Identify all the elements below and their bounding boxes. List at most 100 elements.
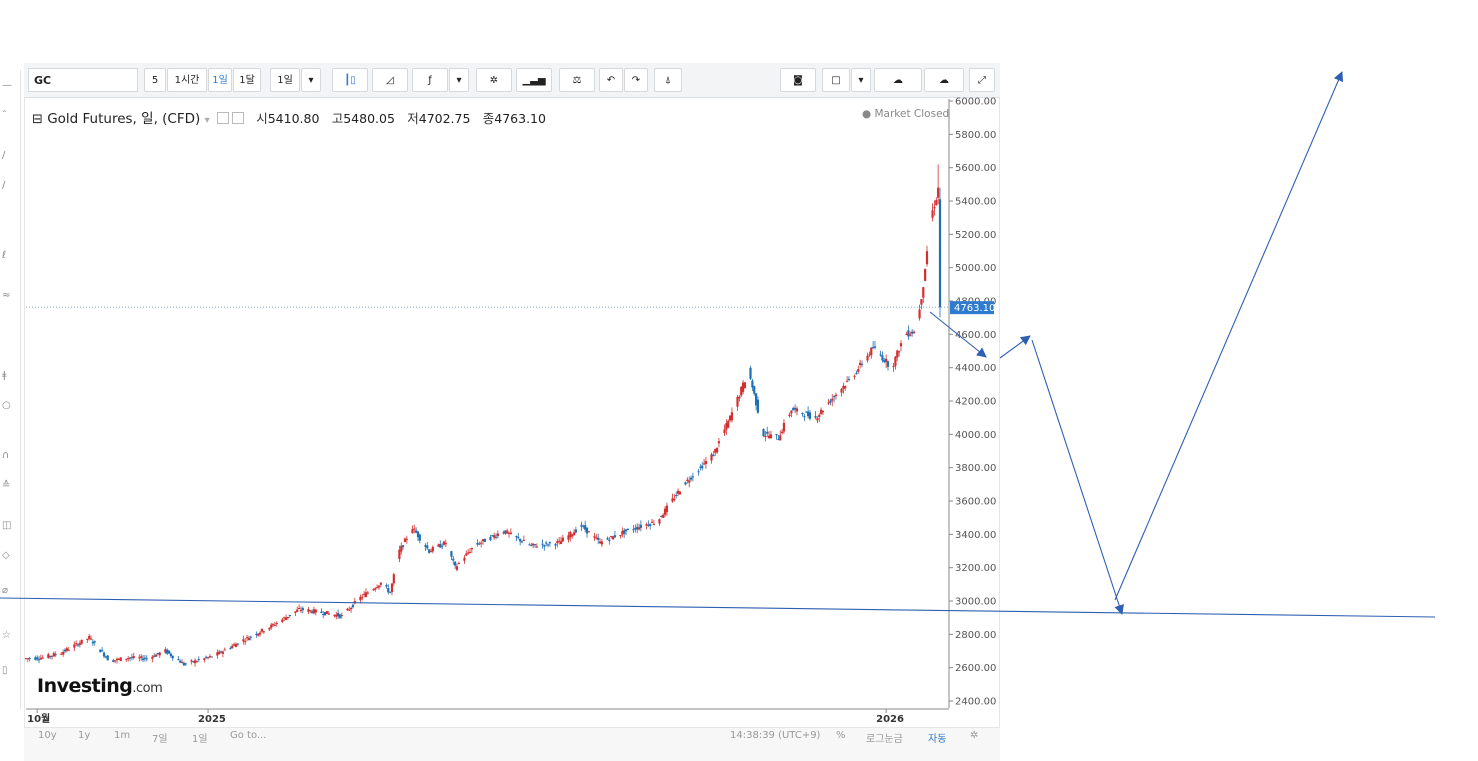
auto-scale-toggle[interactable]: 자동: [928, 734, 947, 745]
candle-body: [805, 411, 808, 413]
range-1y[interactable]: 1y: [78, 730, 91, 741]
range-10y[interactable]: 10y: [38, 730, 57, 741]
y-tick-label: 4400.00: [955, 363, 996, 374]
interval-1h[interactable]: 1시간: [167, 68, 207, 92]
fullscreen-icon[interactable]: ⤢: [969, 68, 995, 92]
candle-body: [364, 592, 368, 598]
redo-icon[interactable]: ↷: [624, 68, 648, 92]
undo-icon[interactable]: ↶: [599, 68, 623, 92]
candle-body: [753, 386, 756, 394]
compare-icon[interactable]: ⚖: [559, 68, 595, 92]
volume-icon[interactable]: ▁▃▅: [516, 68, 552, 92]
candle-body: [715, 447, 719, 453]
go-to-button[interactable]: Go to...: [230, 730, 267, 741]
candle-body: [192, 661, 195, 663]
eye-icon[interactable]: ◇: [2, 550, 10, 561]
candle-body: [385, 585, 388, 587]
range-7d[interactable]: 7일: [152, 734, 168, 745]
candle-body: [569, 531, 572, 538]
cloud-download-icon[interactable]: ☁: [874, 68, 922, 92]
candle-body: [762, 429, 765, 437]
candle-body: [938, 199, 942, 308]
interval-chevron-down-icon[interactable]: ▾: [301, 68, 321, 92]
ray-icon[interactable]: /: [2, 180, 6, 191]
candle-body: [119, 657, 122, 662]
pattern-icon[interactable]: ≈: [2, 290, 11, 301]
delete-icon[interactable]: ⌀: [2, 585, 9, 596]
indicator-icon[interactable]: ƒ: [412, 68, 448, 92]
zoom-icon[interactable]: ○: [2, 400, 11, 411]
candle-body: [374, 588, 377, 590]
interval-1d[interactable]: 1일: [208, 68, 232, 92]
candle-body: [340, 614, 343, 616]
candle-body: [885, 358, 888, 363]
cloud-upload-icon[interactable]: ☁: [924, 68, 964, 92]
candle-body: [268, 627, 271, 630]
measure-icon[interactable]: ǂ: [2, 370, 7, 381]
layout-chevron-down-icon[interactable]: ▾: [851, 68, 871, 92]
star-icon[interactable]: ☆: [2, 630, 11, 641]
candlestick-type-icon[interactable]: ┃▯: [332, 68, 368, 92]
chart-area[interactable]: [24, 98, 1000, 728]
y-tick-label: 5800.00: [955, 130, 996, 141]
magnet-icon[interactable]: ∩: [2, 450, 10, 461]
candle-body: [359, 596, 362, 601]
gear-icon[interactable]: ✲: [970, 730, 979, 741]
candle-body: [413, 528, 416, 530]
candle-body: [624, 529, 628, 532]
candle-body: [426, 545, 429, 549]
gear-icon[interactable]: ✲: [476, 68, 512, 92]
candle-body: [632, 529, 635, 531]
candle-body: [803, 416, 806, 418]
area-chart-icon[interactable]: ◿: [372, 68, 408, 92]
trash-icon[interactable]: ▯: [2, 665, 8, 676]
candle-body: [702, 463, 706, 465]
hide-icon[interactable]: ◫: [2, 520, 12, 531]
symbol-input[interactable]: GC: [28, 68, 138, 92]
candle-body: [725, 423, 728, 430]
interval-1m[interactable]: 1달: [233, 68, 261, 92]
trendline-icon[interactable]: /: [2, 150, 6, 161]
candle-body: [894, 356, 897, 366]
camera-icon[interactable]: ◙: [780, 68, 816, 92]
candle-body: [34, 657, 37, 660]
settings-mini-icon[interactable]: [216, 112, 229, 124]
candle-body: [138, 657, 141, 659]
indicator-chevron-down-icon[interactable]: ▾: [449, 68, 469, 92]
candle-body: [91, 641, 94, 644]
candle-body: [834, 394, 838, 397]
percent-toggle[interactable]: %: [836, 730, 846, 741]
collapse-icon[interactable]: ⊟: [32, 112, 43, 127]
range-1d[interactable]: 1일: [192, 734, 208, 745]
candle-body: [764, 436, 767, 438]
candle-body: [792, 408, 795, 411]
candle-body: [281, 619, 284, 623]
fib-icon[interactable]: ℓ: [2, 250, 7, 261]
candle-body: [67, 649, 70, 651]
cursor-icon[interactable]: —: [2, 80, 12, 91]
alert-icon[interactable]: ⍋: [654, 68, 682, 92]
candle-body: [898, 351, 901, 353]
candle-body: [206, 657, 210, 659]
pen-icon[interactable]: ˆ: [2, 110, 7, 121]
interval-5min[interactable]: 5: [144, 68, 166, 92]
title-chevron-down-icon[interactable]: ▾: [204, 115, 210, 126]
layout-icon[interactable]: □: [822, 68, 850, 92]
candle-body: [112, 660, 115, 662]
lock-icon[interactable]: ≙: [2, 480, 11, 491]
close-mini-icon[interactable]: [231, 112, 244, 124]
candle-body: [756, 399, 760, 413]
candle-body: [530, 545, 533, 547]
candle-body: [637, 527, 641, 530]
candle-body: [363, 593, 366, 595]
candle-body: [634, 527, 637, 530]
low-value: 4702.75: [418, 111, 471, 126]
candle-body: [273, 624, 277, 626]
candle-body: [769, 434, 773, 439]
interval-dropdown[interactable]: 1일: [270, 68, 300, 92]
candle-body: [249, 636, 252, 638]
log-scale-toggle[interactable]: 로그눈금: [866, 734, 903, 745]
candle-body: [190, 660, 193, 662]
range-1m[interactable]: 1m: [114, 730, 131, 741]
